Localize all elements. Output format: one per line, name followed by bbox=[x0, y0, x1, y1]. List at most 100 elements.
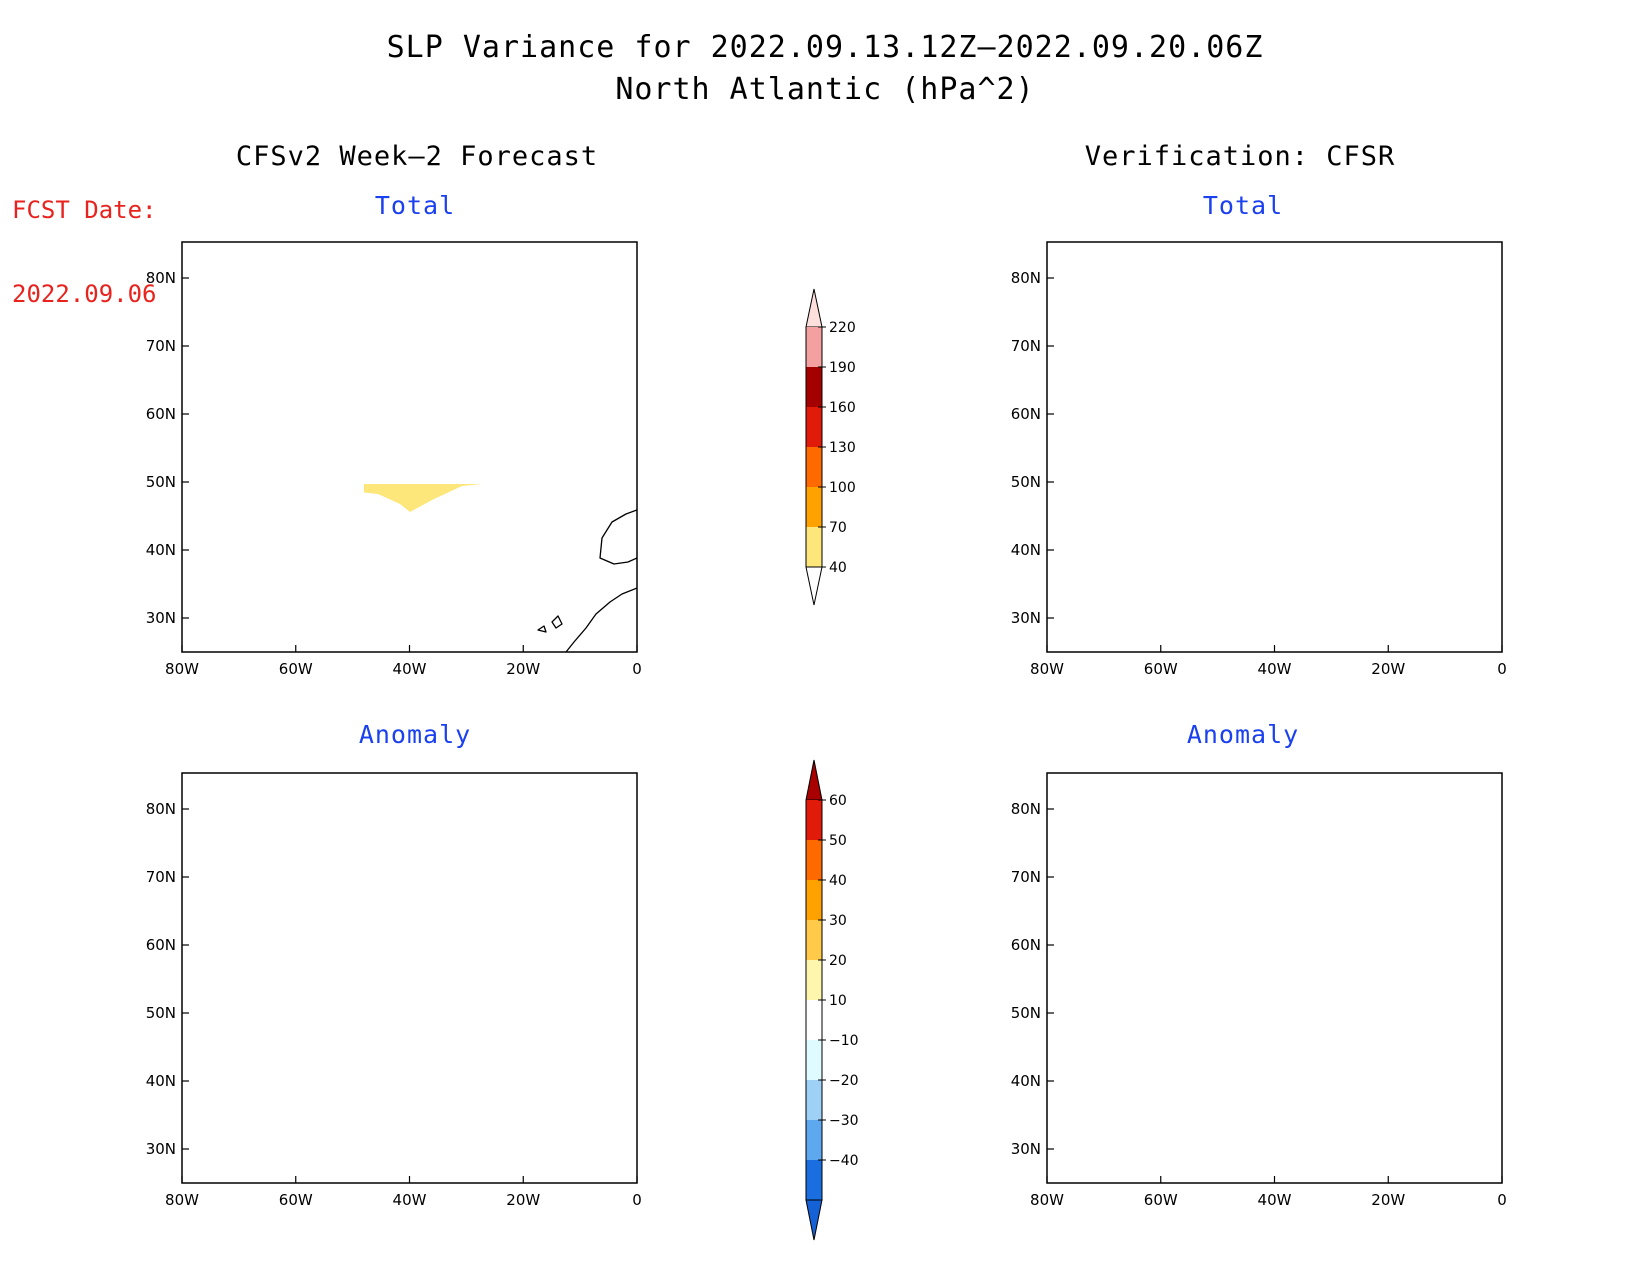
forecast-total-lat-label: 40N bbox=[146, 541, 176, 559]
forecast-anomaly-lon-label: 20W bbox=[506, 1191, 540, 1209]
verify-anomaly-10-lightblue bbox=[1047, 993, 1502, 1093]
colorbar-total-swatch bbox=[806, 327, 822, 367]
verify-anomaly-lon-label: 80W bbox=[1030, 1191, 1064, 1209]
forecast-anomaly-lat-label: 40N bbox=[146, 1072, 176, 1090]
forecast-anomaly-10-west bbox=[182, 917, 224, 939]
forecast-anomaly-lon-label: 60W bbox=[279, 1191, 313, 1209]
forecast-total-blob-greenland-70 bbox=[386, 308, 438, 334]
forecast-total-blob-east-40 bbox=[620, 304, 637, 316]
verify-total-lat-label: 70N bbox=[1011, 337, 1041, 355]
colorbar-anomaly-swatch bbox=[806, 1040, 822, 1080]
colorbar-anomaly-label: 20 bbox=[829, 953, 847, 969]
verify-total-top-40 bbox=[1143, 256, 1502, 372]
colorbar-anomaly-bottom-arrow bbox=[805, 1199, 823, 1241]
verify-anomaly-frame bbox=[1046, 772, 1503, 1184]
forecast-anomaly-map bbox=[181, 772, 638, 1184]
verify-anomaly-10-south bbox=[1067, 1073, 1147, 1143]
forecast-total-lat-label: 70N bbox=[146, 337, 176, 355]
forecast-anomaly-lat-label: 60N bbox=[146, 936, 176, 954]
forecast-anomaly-lat-label: 70N bbox=[146, 868, 176, 886]
verify-anomaly-top-40 bbox=[1223, 821, 1253, 831]
forecast-total-blob-greenland-40 bbox=[362, 292, 472, 348]
verify-total-lat-label: 30N bbox=[1011, 609, 1041, 627]
verify-anomaly-map bbox=[1046, 772, 1503, 1184]
verify-anomaly-top-10-east bbox=[1369, 817, 1403, 827]
verify-total-top-130 bbox=[1227, 292, 1287, 314]
forecast-total-lon-label: 0 bbox=[632, 660, 642, 678]
verify-anomaly-lat-label: 60N bbox=[1011, 936, 1041, 954]
colorbar-anomaly-swatch bbox=[806, 880, 822, 920]
colorbar-total-top-arrow bbox=[805, 288, 823, 328]
verify-anomaly-lat-label: 70N bbox=[1011, 868, 1041, 886]
colorbar-total-swatch bbox=[806, 487, 822, 527]
colorbar-anomaly-label: 60 bbox=[829, 793, 847, 809]
fcst-date-label: FCST Date: bbox=[12, 196, 157, 224]
colorbar-total-label: 220 bbox=[829, 320, 856, 336]
verify-total-top-160 bbox=[1255, 300, 1279, 312]
colorbar-anomaly-swatch bbox=[806, 960, 822, 1000]
verify-anomaly-lon-label: 20W bbox=[1371, 1191, 1405, 1209]
colorbar-anomaly-swatch bbox=[806, 1080, 822, 1120]
forecast-total-band-40 bbox=[364, 484, 482, 512]
verify-total-lat-label: 60N bbox=[1011, 405, 1041, 423]
colorbar-anomaly-label: 30 bbox=[829, 913, 847, 929]
forecast-total-lat-label: 80N bbox=[146, 269, 176, 287]
forecast-anomaly-30-labrador bbox=[330, 959, 376, 1005]
verify-anomaly-40 bbox=[1047, 859, 1502, 1069]
axes-layer: 80N 70N 60N 50N 40N 30N 80W 60W 40W 20W 0 80N 70N 60N… bbox=[146, 269, 1507, 1209]
colorbar-anomaly-swatch bbox=[806, 1120, 822, 1160]
colorbar-anomaly-swatch bbox=[806, 1160, 822, 1200]
verify-anomaly-lon-label: 60W bbox=[1144, 1191, 1178, 1209]
verify-anomaly-lat-label: 30N bbox=[1011, 1140, 1041, 1158]
forecast-total-lat-label: 50N bbox=[146, 473, 176, 491]
verify-anomaly-lon-label: 40W bbox=[1258, 1191, 1292, 1209]
forecast-total-blob-west-70 bbox=[182, 398, 222, 424]
verify-total-map bbox=[1046, 241, 1503, 653]
verify-total-small-40 bbox=[1113, 336, 1147, 346]
verify-anomaly-lat-label: 50N bbox=[1011, 1004, 1041, 1022]
verify-anomaly-subtitle: Anomaly bbox=[1186, 720, 1300, 749]
forecast-anomaly-lon-label: 40W bbox=[393, 1191, 427, 1209]
forecast-total-map bbox=[181, 241, 638, 653]
colorbar-total-swatch bbox=[806, 407, 822, 447]
forecast-anomaly-30-east bbox=[532, 863, 637, 911]
colorbar-anomaly-label: 50 bbox=[829, 833, 847, 849]
verify-anomaly-top-20 bbox=[1201, 813, 1333, 837]
verify-anomaly-white-pocket bbox=[1193, 977, 1203, 987]
verify-anomaly-lat-label: 80N bbox=[1011, 800, 1041, 818]
verify-total-west-40a bbox=[1047, 334, 1097, 418]
forecast-anomaly-30-greenland bbox=[400, 883, 436, 893]
verify-anomaly-top-ne bbox=[1467, 777, 1502, 797]
verify-total-lat-label: 50N bbox=[1011, 473, 1041, 491]
forecast-anomaly-lon-label: 0 bbox=[632, 1191, 642, 1209]
colorbar-anomaly-swatch bbox=[806, 920, 822, 960]
colorbar-anomaly-label: 10 bbox=[829, 993, 847, 1009]
right-column-title: Verification: CFSR bbox=[1084, 141, 1396, 172]
verify-total-top-100 bbox=[1207, 286, 1301, 320]
forecast-total-lat-label: 60N bbox=[146, 405, 176, 423]
verify-total-mid-40 bbox=[1113, 402, 1295, 500]
forecast-total-lat-label: 30N bbox=[146, 609, 176, 627]
verify-total-top-70 bbox=[1187, 276, 1331, 328]
verify-anomaly-30 bbox=[1047, 837, 1502, 1087]
verify-total-lat-label: 80N bbox=[1011, 269, 1041, 287]
colorbar-total-label: 160 bbox=[829, 400, 856, 416]
forecast-anomaly-lon-label: 80W bbox=[165, 1191, 199, 1209]
verify-anomaly-20-outer bbox=[1047, 811, 1502, 1103]
colorbar-total-label: 130 bbox=[829, 440, 856, 456]
fcst-date-value: 2022.09.06 bbox=[12, 280, 157, 308]
forecast-total-lon-label: 60W bbox=[279, 660, 313, 678]
fcst-date-block: FCST Date: 2022.09.06 bbox=[12, 140, 157, 336]
colorbar-anomaly-top-arrow bbox=[805, 759, 823, 801]
colorbar-total-bottom-arrow bbox=[805, 566, 823, 606]
colorbar-total-label: 40 bbox=[829, 560, 847, 576]
verify-anomaly-lat-label: 40N bbox=[1011, 1072, 1041, 1090]
verify-total-mid-70 bbox=[1181, 418, 1233, 464]
forecast-anomaly-10-south bbox=[286, 1083, 358, 1151]
colorbar-total: 220 190 160 130 100 70 40 bbox=[805, 288, 856, 606]
colorbar-total-label: 100 bbox=[829, 480, 856, 496]
verify-total-lat-label: 40N bbox=[1011, 541, 1041, 559]
verify-anomaly-lighter-left bbox=[1117, 977, 1151, 999]
verify-anomaly-lighter-pocket bbox=[1177, 959, 1223, 999]
